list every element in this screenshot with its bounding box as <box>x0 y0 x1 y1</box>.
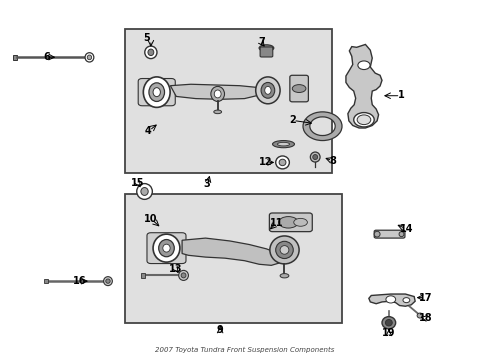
Text: 1: 1 <box>397 90 404 100</box>
Text: 6: 6 <box>43 52 50 62</box>
Ellipse shape <box>278 217 298 228</box>
Text: 9: 9 <box>216 325 223 335</box>
Ellipse shape <box>87 55 91 60</box>
Ellipse shape <box>402 298 409 303</box>
Ellipse shape <box>277 142 289 146</box>
Ellipse shape <box>214 90 221 98</box>
Ellipse shape <box>105 279 110 283</box>
Ellipse shape <box>85 53 94 62</box>
Ellipse shape <box>163 244 170 252</box>
Polygon shape <box>345 44 381 128</box>
Text: 7: 7 <box>258 37 264 47</box>
Ellipse shape <box>137 184 152 199</box>
Ellipse shape <box>385 319 391 326</box>
Ellipse shape <box>153 234 180 262</box>
Text: 12: 12 <box>259 157 272 167</box>
Text: 18: 18 <box>418 314 432 323</box>
Ellipse shape <box>178 270 188 280</box>
Text: 16: 16 <box>73 276 86 286</box>
Text: 3: 3 <box>203 179 209 189</box>
Ellipse shape <box>398 231 403 237</box>
Ellipse shape <box>272 140 294 148</box>
Text: 2: 2 <box>289 115 296 125</box>
Ellipse shape <box>148 49 154 55</box>
Ellipse shape <box>255 77 280 104</box>
Ellipse shape <box>356 115 370 125</box>
Ellipse shape <box>143 77 170 107</box>
Bar <box>125 194 341 323</box>
Ellipse shape <box>357 61 369 69</box>
FancyBboxPatch shape <box>138 78 175 106</box>
Ellipse shape <box>158 239 174 257</box>
FancyBboxPatch shape <box>147 233 185 264</box>
Bar <box>125 30 331 173</box>
Ellipse shape <box>312 154 317 159</box>
Ellipse shape <box>213 110 221 114</box>
Text: 14: 14 <box>399 224 412 234</box>
Text: 11: 11 <box>270 218 284 228</box>
Ellipse shape <box>279 159 285 166</box>
Ellipse shape <box>292 85 305 93</box>
Bar <box>141 273 145 278</box>
Text: 5: 5 <box>143 33 150 43</box>
Ellipse shape <box>275 156 289 169</box>
Ellipse shape <box>103 276 112 285</box>
Ellipse shape <box>293 219 307 226</box>
Ellipse shape <box>153 87 160 96</box>
Text: 13: 13 <box>168 264 182 274</box>
Bar <box>43 279 48 283</box>
Ellipse shape <box>210 86 224 102</box>
Polygon shape <box>368 294 414 306</box>
Ellipse shape <box>264 86 270 94</box>
Text: 10: 10 <box>144 214 157 224</box>
Ellipse shape <box>381 317 395 329</box>
Text: 19: 19 <box>381 328 395 338</box>
Ellipse shape <box>261 82 274 98</box>
FancyBboxPatch shape <box>269 213 312 231</box>
Ellipse shape <box>353 113 373 127</box>
Text: 15: 15 <box>130 178 143 188</box>
Text: 8: 8 <box>328 156 336 166</box>
FancyBboxPatch shape <box>260 47 272 57</box>
FancyBboxPatch shape <box>289 75 308 102</box>
Ellipse shape <box>280 246 288 254</box>
Polygon shape <box>170 84 266 99</box>
Ellipse shape <box>141 188 148 195</box>
Ellipse shape <box>310 152 320 162</box>
Ellipse shape <box>280 274 288 278</box>
Ellipse shape <box>275 241 293 258</box>
Bar <box>13 55 17 60</box>
Ellipse shape <box>269 236 299 264</box>
Text: 17: 17 <box>418 293 431 303</box>
Ellipse shape <box>259 45 273 51</box>
Polygon shape <box>182 238 283 265</box>
Ellipse shape <box>385 296 395 303</box>
Ellipse shape <box>181 273 185 278</box>
Ellipse shape <box>416 313 422 318</box>
Text: 4: 4 <box>145 126 151 136</box>
FancyBboxPatch shape <box>373 230 404 238</box>
Text: 2007 Toyota Tundra Front Suspension Components: 2007 Toyota Tundra Front Suspension Comp… <box>155 347 333 353</box>
Ellipse shape <box>149 83 164 102</box>
Ellipse shape <box>144 46 157 59</box>
Ellipse shape <box>373 231 379 237</box>
